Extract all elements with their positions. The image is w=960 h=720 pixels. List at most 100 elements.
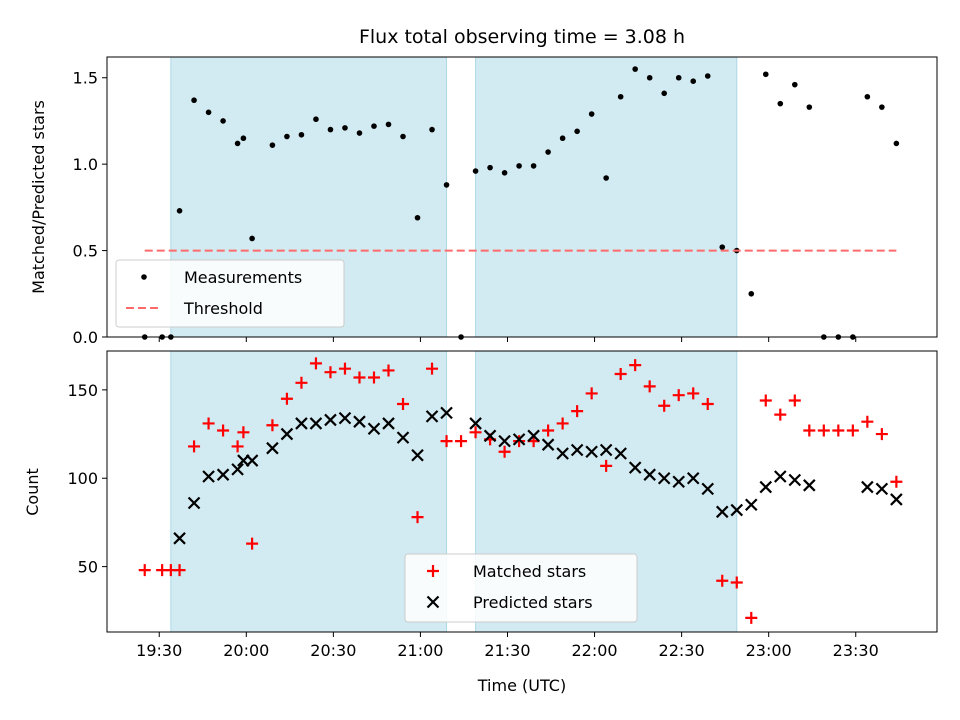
top-dot-point-17 bbox=[371, 123, 377, 129]
bottom-x-point-14 bbox=[367, 422, 381, 436]
top-dot-point-44 bbox=[762, 71, 769, 78]
bottom-y-tick-label-1: 100 bbox=[67, 469, 98, 488]
bottom-plus-point-40 bbox=[701, 398, 714, 411]
bottom-plus-point-12 bbox=[295, 376, 308, 389]
bottom-axes-frame bbox=[106, 350, 938, 633]
top-dot-point-35 bbox=[632, 66, 638, 72]
top-dot-point-11 bbox=[284, 133, 290, 140]
top-dot-point-32 bbox=[588, 111, 595, 117]
bottom-plus-point-42 bbox=[730, 576, 743, 589]
bottom-x-point-9 bbox=[295, 417, 308, 430]
bottom-plus-point-34 bbox=[614, 367, 627, 380]
top-y-tick-label-0: 0.0 bbox=[73, 328, 98, 347]
bottom-x-tick-label-5: 22:00 bbox=[571, 641, 617, 660]
bottom-plus-point-27 bbox=[513, 435, 526, 448]
bottom-plus-point-36 bbox=[643, 380, 656, 393]
bottom-x-point-46 bbox=[890, 493, 903, 506]
bottom-plus-point-29 bbox=[542, 424, 555, 437]
bottom-legend-label-1: Predicted stars bbox=[473, 593, 593, 612]
top-dot-point-53 bbox=[893, 140, 900, 147]
bottom-x-tick-label-7: 23:00 bbox=[746, 641, 792, 660]
bottom-x-point-1 bbox=[187, 496, 201, 510]
bottom-plus-point-45 bbox=[774, 408, 787, 421]
bottom-plus-point-50 bbox=[846, 424, 859, 437]
bottom-plus-point-6 bbox=[217, 424, 230, 437]
bottom-x-point-3 bbox=[216, 468, 230, 481]
top-dot-point-43 bbox=[748, 290, 755, 297]
bottom-x-point-10 bbox=[309, 417, 323, 430]
bottom-x-point-45 bbox=[875, 482, 889, 496]
top-dot-point-12 bbox=[298, 131, 305, 138]
bottom-x-point-32 bbox=[643, 468, 656, 481]
bottom-shaded-interval-0 bbox=[170, 350, 448, 633]
bottom-x-point-23 bbox=[512, 433, 526, 446]
bottom-plus-point-21 bbox=[426, 362, 439, 375]
bottom-plus-point-14 bbox=[324, 366, 337, 379]
top-dot-point-51 bbox=[864, 93, 871, 100]
top-dot-point-22 bbox=[443, 182, 450, 188]
bottom-series-predicted-stars bbox=[173, 406, 903, 545]
bottom-x-point-11 bbox=[324, 413, 337, 427]
top-dot-point-3 bbox=[176, 208, 183, 214]
top-dot-point-38 bbox=[675, 74, 682, 81]
top-series-measurements bbox=[141, 66, 900, 340]
top-dot-point-40 bbox=[704, 73, 711, 79]
bottom-plus-point-39 bbox=[687, 387, 700, 400]
top-dot-point-26 bbox=[501, 170, 508, 176]
top-dot-point-4 bbox=[191, 97, 197, 104]
bottom-plus-point-43 bbox=[745, 611, 758, 624]
top-y-tick-label-3: 1.5 bbox=[73, 69, 98, 88]
top-dot-point-5 bbox=[205, 109, 212, 116]
bottom-plus-point-20 bbox=[411, 511, 424, 524]
bottom-x-point-6 bbox=[245, 454, 259, 467]
bottom-x-point-40 bbox=[759, 480, 773, 494]
bottom-y-tick-label-0: 50 bbox=[78, 558, 98, 577]
top-legend-key-0 bbox=[141, 274, 147, 280]
bottom-plus-point-13 bbox=[309, 357, 322, 370]
bottom-plus-point-30 bbox=[556, 417, 569, 430]
top-shaded-interval-1 bbox=[475, 56, 738, 338]
top-dot-point-30 bbox=[559, 135, 566, 142]
top-dot-point-15 bbox=[342, 125, 348, 131]
top-dot-point-37 bbox=[661, 90, 668, 97]
bottom-plus-point-17 bbox=[367, 371, 380, 384]
bottom-x-point-4 bbox=[231, 463, 244, 476]
bottom-y-axis-label: Count bbox=[23, 468, 42, 516]
top-dot-point-34 bbox=[617, 93, 624, 100]
top-dot-point-29 bbox=[545, 149, 551, 155]
bottom-x-point-44 bbox=[861, 480, 874, 494]
top-dot-point-31 bbox=[574, 128, 580, 135]
bottom-x-point-29 bbox=[599, 443, 613, 457]
top-y-axis-label: Matched/Predicted stars bbox=[29, 100, 48, 294]
bottom-x-point-28 bbox=[585, 445, 598, 459]
bottom-x-tick-label-1: 20:00 bbox=[223, 641, 269, 660]
bottom-x-point-21 bbox=[483, 429, 497, 443]
bottom-x-point-42 bbox=[788, 473, 802, 487]
bottom-x-tick-label-3: 21:00 bbox=[397, 641, 443, 660]
top-y-tick-label-2: 1.0 bbox=[73, 155, 98, 174]
bottom-x-point-19 bbox=[440, 406, 453, 420]
top-dot-point-6 bbox=[220, 118, 226, 124]
bottom-plus-point-19 bbox=[397, 398, 410, 411]
top-dot-point-19 bbox=[400, 133, 406, 140]
top-dot-point-27 bbox=[516, 163, 522, 169]
top-legend-label-1: Threshold bbox=[183, 299, 263, 318]
bottom-plus-point-37 bbox=[658, 399, 671, 412]
top-legend-label-0: Measurements bbox=[184, 268, 302, 287]
bottom-plus-point-22 bbox=[440, 435, 453, 448]
bottom-x-tick-label-2: 20:30 bbox=[310, 641, 356, 660]
bottom-plus-point-51 bbox=[861, 415, 874, 428]
bottom-x-point-8 bbox=[280, 427, 294, 441]
bottom-legend: Matched stars Predicted stars bbox=[404, 553, 638, 623]
bottom-plus-point-3 bbox=[173, 564, 186, 577]
top-dot-point-16 bbox=[356, 130, 363, 136]
bottom-legend-label-0: Matched stars bbox=[473, 562, 586, 581]
top-chart-title: Flux total observing time = 3.08 h bbox=[359, 26, 685, 48]
bottom-plus-point-48 bbox=[817, 424, 830, 437]
bottom-plus-point-46 bbox=[788, 394, 801, 407]
bottom-plus-point-5 bbox=[202, 417, 215, 430]
bottom-plus-point-49 bbox=[832, 424, 845, 437]
bottom-plus-point-23 bbox=[455, 435, 468, 448]
bottom-plus-point-47 bbox=[803, 424, 816, 437]
bottom-plus-point-10 bbox=[266, 419, 279, 432]
